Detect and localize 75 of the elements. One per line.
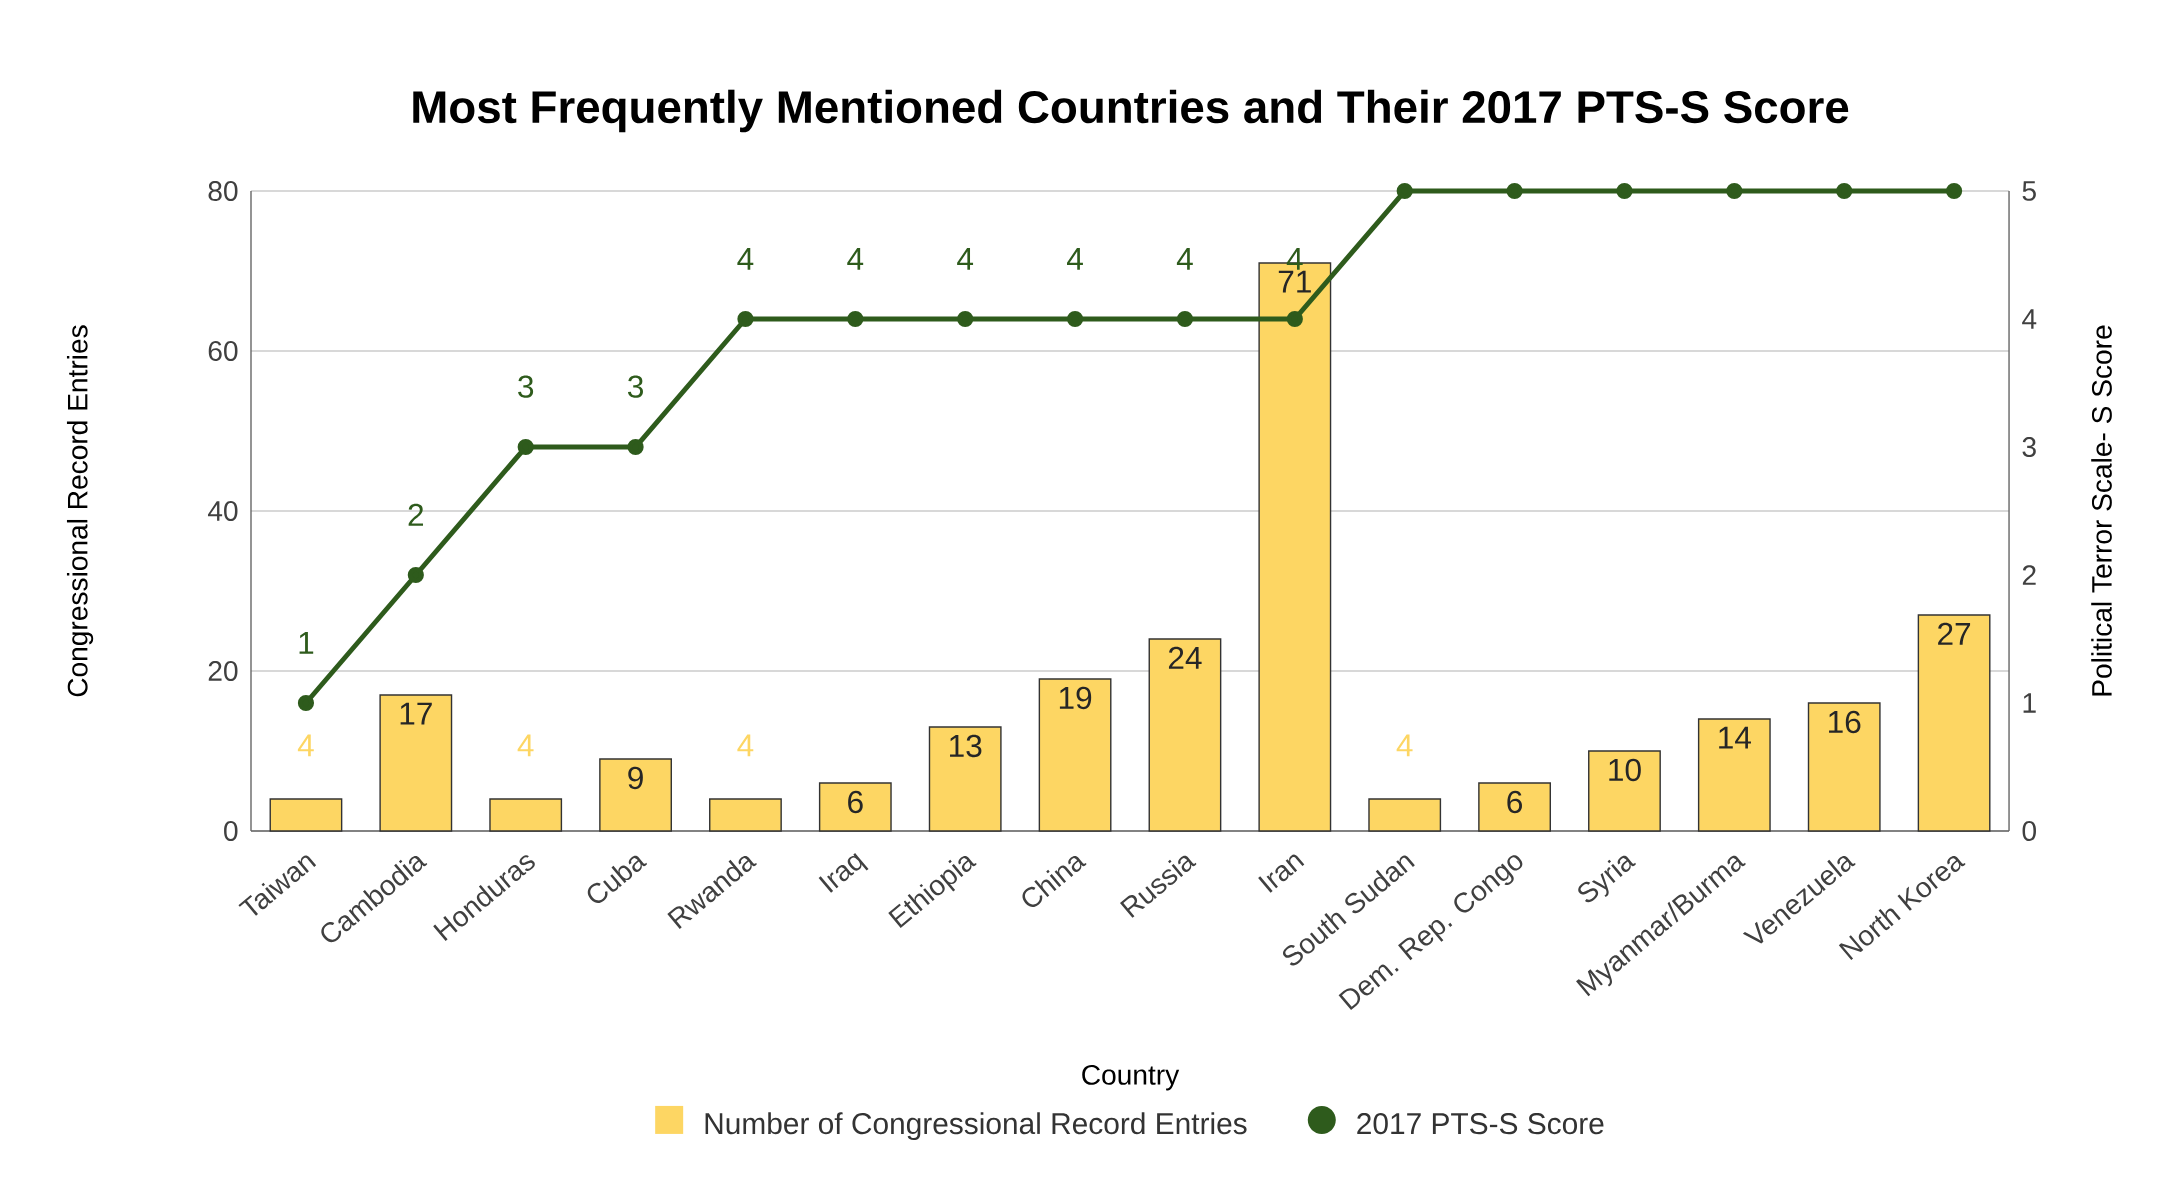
point <box>1836 182 1853 200</box>
data-label: 4 <box>297 734 314 757</box>
y2-tick-label: 1 <box>2023 693 2036 713</box>
bar <box>1588 750 1661 832</box>
data-label: 4 <box>1396 734 1413 757</box>
bar <box>818 782 892 832</box>
data-label: 17 <box>400 702 432 725</box>
bar <box>709 798 782 832</box>
data-label: 9 <box>628 766 643 790</box>
y2-tick-label: 4 <box>2022 309 2037 329</box>
y-tick-label: 80 <box>208 181 238 201</box>
data-label: 4 <box>737 734 754 757</box>
data-label: 14 <box>1719 726 1751 749</box>
y-axis-title: Congressional Record Entries <box>66 325 94 697</box>
data-label: 4 <box>1067 248 1083 270</box>
point <box>847 310 864 328</box>
y2-tick-label: 3 <box>2022 437 2036 457</box>
bar <box>1038 678 1112 832</box>
bar <box>1478 782 1551 832</box>
data-label: 4 <box>1176 248 1193 270</box>
point <box>957 310 974 328</box>
point <box>627 438 644 456</box>
y-tick-label: 0 <box>224 821 238 841</box>
point <box>517 438 534 456</box>
x-tick-label: Iraq <box>818 852 869 893</box>
data-label: 4 <box>737 248 754 270</box>
data-label: 2 <box>408 503 424 526</box>
data-label: 6 <box>1507 790 1522 814</box>
bar <box>1697 718 1771 832</box>
bar <box>1368 798 1442 832</box>
point <box>737 310 754 328</box>
y-tick-label: 40 <box>207 501 238 521</box>
point <box>407 566 424 584</box>
data-label: 4 <box>517 734 534 757</box>
y-tick-label: 60 <box>208 341 238 361</box>
y2-tick-label: 0 <box>2022 821 2036 841</box>
bar <box>1148 638 1222 832</box>
y2-tick-label: 2 <box>2022 565 2036 585</box>
y-tick-label: 20 <box>208 661 238 681</box>
bar <box>1917 614 1991 832</box>
x-axis-title: Country <box>1082 1064 1180 1091</box>
bar <box>379 694 453 832</box>
bar <box>599 758 672 832</box>
data-label: 71 <box>1278 270 1311 293</box>
point <box>1396 182 1413 200</box>
y2-axis-title: Political Terror Scale- S Score <box>2091 325 2112 696</box>
data-label: 3 <box>518 375 534 398</box>
data-label: 16 <box>1829 710 1861 734</box>
point <box>1946 182 1963 200</box>
data-label: 3 <box>627 375 643 398</box>
data-label: 4 <box>957 248 974 270</box>
point <box>1506 182 1523 200</box>
x-tick-label: Iran <box>1258 854 1305 893</box>
point <box>1067 310 1084 328</box>
bar <box>928 726 1002 832</box>
data-label: 4 <box>847 248 864 270</box>
point <box>1726 182 1743 200</box>
legend-label: Number of Congressional Record Entries <box>705 1112 1247 1141</box>
legend-label: 2017 PTS-S Score <box>1357 1113 1604 1135</box>
data-label: 19 <box>1059 686 1092 710</box>
bar <box>489 798 563 832</box>
point <box>1286 310 1303 328</box>
point <box>297 694 315 712</box>
y2-tick-label: 5 <box>2022 181 2036 201</box>
point <box>1176 310 1194 328</box>
data-label: 1 <box>299 632 314 654</box>
bar <box>1807 702 1881 832</box>
point <box>1616 182 1633 200</box>
data-label: 13 <box>950 734 982 758</box>
data-label: 6 <box>848 790 863 814</box>
data-label: 10 <box>1609 758 1641 782</box>
chart-title: Most Frequently Mentioned Countries and Their 2017 PTS-S Score <box>413 89 1849 133</box>
data-label: 27 <box>1938 622 1971 645</box>
data-label: 24 <box>1168 646 1202 669</box>
bar <box>269 798 343 832</box>
